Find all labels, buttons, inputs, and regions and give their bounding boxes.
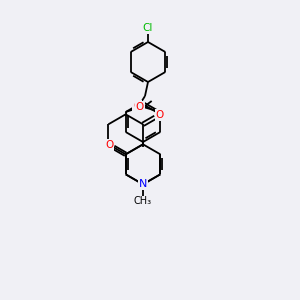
Text: O: O bbox=[155, 110, 164, 120]
Text: O: O bbox=[105, 140, 113, 150]
Text: N: N bbox=[139, 179, 147, 189]
Text: CH₃: CH₃ bbox=[134, 196, 152, 206]
Text: Cl: Cl bbox=[143, 23, 153, 33]
Text: O: O bbox=[133, 101, 141, 111]
Text: O: O bbox=[136, 102, 144, 112]
